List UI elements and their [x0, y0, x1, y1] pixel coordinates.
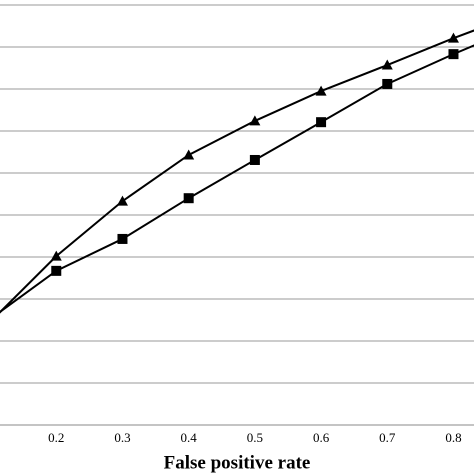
- triangle-marker: [249, 115, 261, 126]
- x-tick-label: 0.4: [181, 430, 198, 445]
- x-tick-label: 0.2: [48, 430, 64, 445]
- triangle-marker: [447, 32, 459, 43]
- triangle-marker: [183, 149, 195, 160]
- square-marker: [249, 154, 260, 165]
- square-marker: [51, 265, 62, 276]
- square-marker: [183, 193, 194, 204]
- triangle-marker: [315, 85, 327, 96]
- x-tick-label: 0.7: [379, 430, 396, 445]
- square-marker: [117, 233, 128, 244]
- square-marker: [382, 78, 393, 89]
- x-tick-label: 0.3: [114, 430, 130, 445]
- triangle-marker: [116, 195, 128, 206]
- series-line: [0, 29, 474, 314]
- x-tick-label: 0.5: [247, 430, 263, 445]
- triangle-marker: [381, 59, 393, 70]
- x-tick-label: 0.8: [445, 430, 461, 445]
- x-axis-label: False positive rate: [164, 452, 311, 473]
- square-marker: [448, 49, 459, 60]
- x-tick-label: 0.6: [313, 430, 330, 445]
- triangle-marker: [50, 250, 62, 261]
- square-marker: [316, 117, 327, 128]
